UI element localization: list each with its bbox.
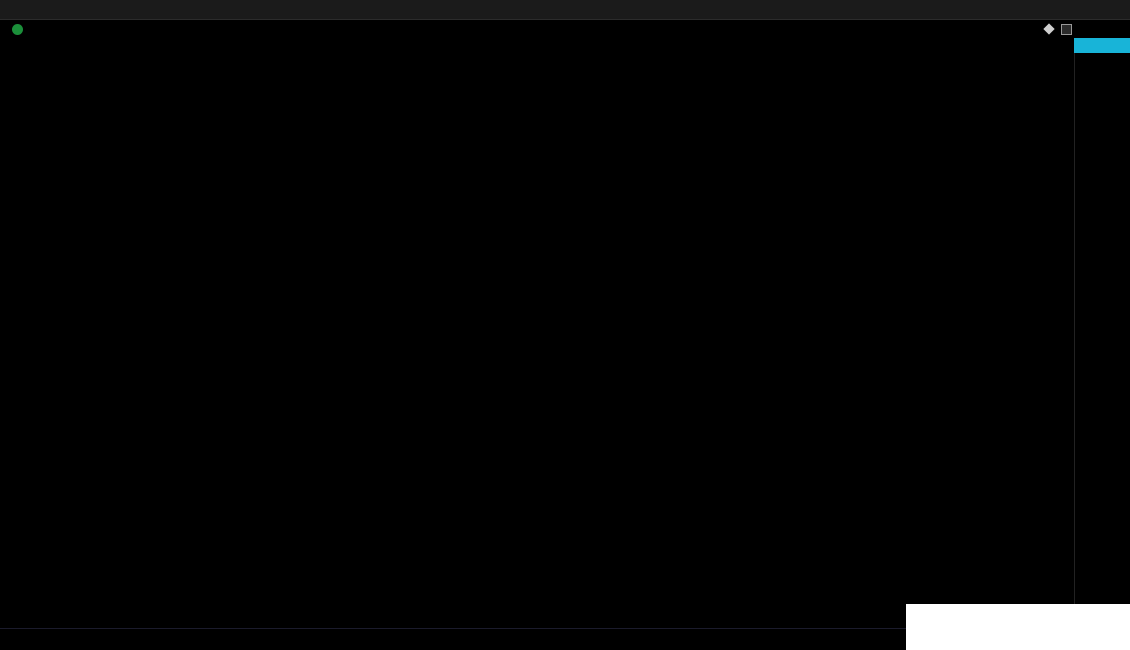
toolbar-item-fuquan[interactable] — [1004, 0, 1018, 20]
toolbar-item-biaoji[interactable] — [1088, 0, 1102, 20]
toolbar-item-more[interactable] — [140, 0, 151, 20]
top-toolbar — [0, 0, 1130, 20]
toolbar-item-5min[interactable] — [28, 0, 42, 20]
chart-container — [0, 38, 1130, 650]
infoline-icons — [1043, 20, 1072, 38]
toolbar-item-huaxian[interactable] — [1060, 0, 1074, 20]
toolbar-item-f10[interactable] — [1074, 0, 1088, 20]
toolbar-item-tongji[interactable] — [1046, 0, 1060, 20]
toolbar-item-15min[interactable] — [42, 0, 56, 20]
toolbar-item-back[interactable] — [1116, 0, 1130, 20]
toolbar-item-addfav[interactable] — [1102, 0, 1116, 20]
toolbar-right-group — [1004, 0, 1130, 20]
date-axis[interactable] — [0, 628, 1074, 650]
toolbar-item-monthly[interactable] — [112, 0, 126, 20]
toolbar-item-1min[interactable] — [14, 0, 28, 20]
plot-svg — [0, 38, 1074, 628]
toolbar-item-30min[interactable] — [56, 0, 70, 20]
candlestick-plot[interactable] — [0, 38, 1074, 628]
toolbar-item-daily[interactable] — [84, 0, 98, 20]
toolbar-item-multiperiod[interactable] — [126, 0, 140, 20]
chart-info-line — [0, 20, 1130, 38]
diamond-icon[interactable] — [1043, 23, 1055, 35]
site-watermark — [906, 604, 1130, 650]
toolbar-item-60min[interactable] — [70, 0, 84, 20]
current-price-tag — [1074, 38, 1130, 53]
toolbar-item-weekly[interactable] — [98, 0, 112, 20]
toolbar-item-duogu[interactable] — [1032, 0, 1046, 20]
toolbar-item-fenshi[interactable] — [0, 0, 14, 20]
maximize-icon[interactable] — [1061, 23, 1072, 35]
verified-icon — [12, 23, 23, 35]
price-axis[interactable] — [1074, 38, 1130, 650]
toolbar-item-diejia[interactable] — [1018, 0, 1032, 20]
toolbar-left-group — [0, 0, 157, 20]
